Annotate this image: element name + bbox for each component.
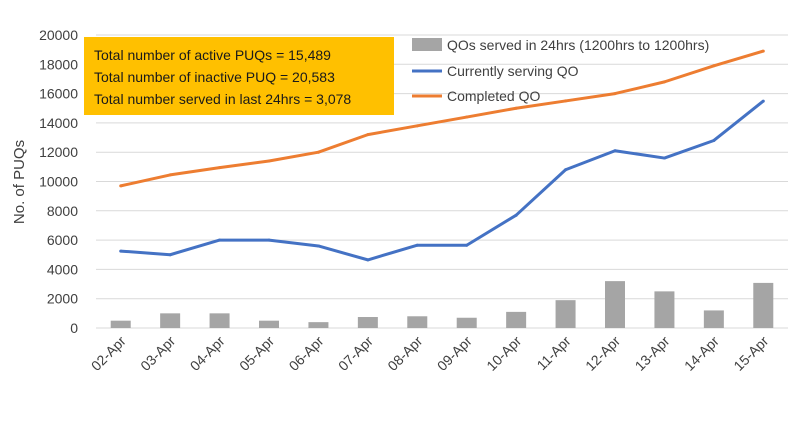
y-tick-label: 12000 — [39, 144, 78, 160]
y-tick-label: 10000 — [39, 174, 78, 190]
point-serving-12-Apr — [613, 149, 617, 153]
x-tick-label: 08-Apr — [384, 333, 425, 374]
point-completed-07-Apr — [366, 133, 370, 137]
summary-active-puqs: Total number of active PUQs = 15,489 — [94, 47, 331, 63]
legend-label-completed: Completed QO — [447, 88, 540, 104]
bar-05-Apr — [259, 320, 279, 328]
point-completed-15-Apr — [761, 49, 765, 53]
x-tick-label: 09-Apr — [434, 333, 475, 374]
y-axis-ticks: 0 2000 4000 6000 8000 10000 12000 14000 16000 180… — [39, 27, 78, 336]
point-serving-09-Apr — [465, 243, 469, 247]
bar-06-Apr — [308, 322, 329, 328]
bar-11-Apr — [555, 300, 576, 328]
y-tick-label: 14000 — [39, 115, 78, 131]
point-serving-11-Apr — [564, 168, 568, 172]
point-completed-09-Apr — [465, 115, 469, 119]
y-tick-label: 20000 — [39, 27, 78, 43]
x-axis-ticks: 02-Apr 03-Apr 04-Apr 05-Apr 06-Apr 07-Apr 08-A… — [88, 333, 772, 374]
bar-03-Apr — [160, 313, 181, 328]
point-completed-03-Apr — [168, 173, 172, 177]
y-tick-label: 6000 — [47, 232, 78, 248]
x-tick-label: 04-Apr — [187, 333, 228, 374]
x-tick-label: 12-Apr — [582, 333, 623, 374]
x-tick-label: 10-Apr — [483, 333, 524, 374]
bar-12-Apr — [605, 281, 625, 328]
x-tick-label: 03-Apr — [137, 333, 178, 374]
bar-07-Apr — [357, 317, 378, 328]
x-tick-label: 14-Apr — [681, 333, 722, 374]
x-tick-label: 06-Apr — [286, 333, 327, 374]
y-tick-label: 16000 — [39, 86, 78, 102]
bar-08-Apr — [407, 316, 428, 328]
legend: QOs served in 24hrs (1200hrs to 1200hrs)… — [412, 37, 709, 104]
point-serving-03-Apr — [168, 253, 172, 257]
point-serving-06-Apr — [316, 244, 320, 248]
line-completed-qo — [120, 49, 764, 188]
y-axis-title: No. of PUQs — [11, 140, 28, 224]
point-completed-11-Apr — [564, 99, 568, 103]
bar-09-Apr — [456, 317, 477, 328]
line-currently-serving-qo — [120, 99, 765, 262]
summary-served-24hrs: Total number served in last 24hrs = 3,07… — [94, 91, 351, 107]
bar-series — [110, 281, 774, 328]
x-tick-label: 13-Apr — [632, 333, 673, 374]
legend-swatch-bars — [412, 38, 442, 51]
x-tick-label: 15-Apr — [730, 333, 771, 374]
y-tick-label: 2000 — [47, 291, 78, 307]
point-serving-04-Apr — [218, 238, 222, 242]
gridlines — [96, 34, 788, 329]
legend-label-bars: QOs served in 24hrs (1200hrs to 1200hrs) — [447, 37, 709, 53]
point-completed-02-Apr — [119, 184, 123, 188]
point-completed-06-Apr — [316, 150, 320, 154]
point-completed-12-Apr — [613, 92, 617, 96]
bar-02-Apr — [110, 320, 131, 328]
x-tick-label: 11-Apr — [533, 333, 574, 374]
bar-04-Apr — [209, 313, 230, 328]
summary-box: Total number of active PUQs = 15,489 Tot… — [84, 37, 394, 115]
point-serving-13-Apr — [662, 156, 666, 160]
bar-10-Apr — [506, 311, 527, 328]
point-serving-02-Apr — [119, 249, 123, 253]
bar-14-Apr — [703, 310, 724, 328]
point-serving-15-Apr — [761, 99, 765, 103]
summary-inactive-puqs: Total number of inactive PUQ = 20,583 — [94, 69, 335, 85]
point-completed-04-Apr — [218, 166, 222, 170]
point-serving-08-Apr — [415, 243, 419, 247]
point-serving-14-Apr — [712, 138, 716, 142]
legend-label-currently-serving: Currently serving QO — [447, 63, 579, 79]
point-serving-07-Apr — [366, 258, 370, 262]
point-serving-10-Apr — [514, 213, 518, 217]
x-tick-label: 07-Apr — [335, 333, 376, 374]
point-serving-05-Apr — [267, 238, 271, 242]
y-tick-label: 18000 — [39, 56, 78, 72]
y-tick-label: 0 — [70, 320, 78, 336]
line-series — [119, 49, 765, 262]
point-completed-10-Apr — [514, 106, 518, 110]
point-completed-14-Apr — [712, 64, 716, 68]
point-completed-13-Apr — [662, 80, 666, 84]
point-completed-05-Apr — [267, 159, 271, 163]
bar-15-Apr — [753, 282, 774, 328]
y-tick-label: 8000 — [47, 203, 78, 219]
x-tick-label: 02-Apr — [88, 333, 129, 374]
x-tick-label: 05-Apr — [236, 333, 277, 374]
y-tick-label: 4000 — [47, 261, 78, 277]
bar-13-Apr — [654, 291, 675, 328]
summary-box-background — [84, 37, 394, 115]
point-completed-08-Apr — [415, 124, 419, 128]
